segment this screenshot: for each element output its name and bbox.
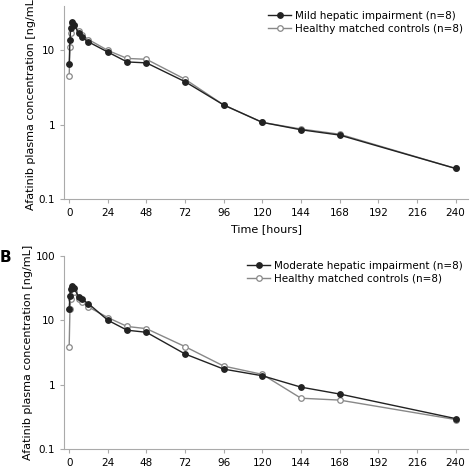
Healthy matched controls (n=8) [68, 30, 73, 36]
Healthy matched controls (n=8) [221, 102, 227, 108]
Healthy matched controls (n=8) [144, 326, 149, 331]
Moderate hepatic impairment (n=8) [221, 366, 227, 372]
Y-axis label: Afatinib plasma concentration [ng/mL]: Afatinib plasma concentration [ng/mL] [23, 245, 33, 460]
Healthy matched controls (n=8) [67, 306, 73, 312]
X-axis label: Time [hours]: Time [hours] [231, 224, 302, 234]
Legend: Mild hepatic impairment (n=8), Healthy matched controls (n=8): Mild hepatic impairment (n=8), Healthy m… [264, 7, 467, 38]
Healthy matched controls (n=8) [298, 395, 304, 401]
Healthy matched controls (n=8) [71, 290, 77, 295]
Line: Healthy matched controls (n=8): Healthy matched controls (n=8) [66, 21, 458, 171]
Healthy matched controls (n=8) [182, 76, 188, 82]
Y-axis label: Afatinib plasma concentration [ng/mL]: Afatinib plasma concentration [ng/mL] [26, 0, 36, 210]
Healthy matched controls (n=8) [337, 131, 343, 137]
Healthy matched controls (n=8) [298, 126, 304, 132]
Healthy matched controls (n=8) [453, 417, 458, 422]
Mild hepatic impairment (n=8) [221, 102, 227, 108]
Line: Moderate hepatic impairment (n=8): Moderate hepatic impairment (n=8) [66, 283, 458, 421]
Healthy matched controls (n=8) [76, 28, 82, 34]
Mild hepatic impairment (n=8) [105, 49, 110, 55]
Moderate hepatic impairment (n=8) [71, 286, 77, 292]
Moderate hepatic impairment (n=8) [86, 301, 91, 307]
Moderate hepatic impairment (n=8) [105, 318, 110, 323]
Moderate hepatic impairment (n=8) [144, 329, 149, 335]
Moderate hepatic impairment (n=8) [124, 328, 130, 333]
Mild hepatic impairment (n=8) [260, 119, 265, 125]
Line: Mild hepatic impairment (n=8): Mild hepatic impairment (n=8) [66, 19, 458, 171]
Mild hepatic impairment (n=8) [66, 62, 72, 67]
Legend: Moderate hepatic impairment (n=8), Healthy matched controls (n=8): Moderate hepatic impairment (n=8), Healt… [243, 256, 467, 288]
Moderate hepatic impairment (n=8) [337, 391, 343, 397]
Healthy matched controls (n=8) [70, 290, 75, 295]
Moderate hepatic impairment (n=8) [298, 384, 304, 390]
Moderate hepatic impairment (n=8) [260, 373, 265, 379]
Moderate hepatic impairment (n=8) [70, 283, 75, 289]
Healthy matched controls (n=8) [124, 324, 130, 329]
Moderate hepatic impairment (n=8) [453, 416, 458, 421]
Mild hepatic impairment (n=8) [86, 39, 91, 45]
Mild hepatic impairment (n=8) [144, 60, 149, 66]
Mild hepatic impairment (n=8) [71, 22, 77, 28]
Text: B: B [0, 250, 11, 265]
Moderate hepatic impairment (n=8) [79, 297, 85, 302]
Moderate hepatic impairment (n=8) [67, 293, 73, 299]
Mild hepatic impairment (n=8) [68, 25, 73, 31]
Healthy matched controls (n=8) [337, 397, 343, 403]
Healthy matched controls (n=8) [66, 73, 72, 79]
Mild hepatic impairment (n=8) [124, 59, 130, 65]
Healthy matched controls (n=8) [453, 165, 458, 171]
Mild hepatic impairment (n=8) [76, 30, 82, 36]
Healthy matched controls (n=8) [260, 372, 265, 377]
Healthy matched controls (n=8) [260, 119, 265, 125]
Healthy matched controls (n=8) [79, 32, 85, 38]
Healthy matched controls (n=8) [144, 56, 149, 62]
Healthy matched controls (n=8) [70, 20, 75, 26]
Line: Healthy matched controls (n=8): Healthy matched controls (n=8) [66, 290, 458, 422]
Healthy matched controls (n=8) [182, 344, 188, 349]
Mild hepatic impairment (n=8) [298, 127, 304, 133]
Healthy matched controls (n=8) [105, 47, 110, 53]
Mild hepatic impairment (n=8) [337, 132, 343, 138]
Mild hepatic impairment (n=8) [453, 165, 458, 171]
Moderate hepatic impairment (n=8) [182, 351, 188, 357]
Mild hepatic impairment (n=8) [67, 36, 73, 42]
Healthy matched controls (n=8) [66, 345, 72, 350]
Moderate hepatic impairment (n=8) [76, 294, 82, 300]
Moderate hepatic impairment (n=8) [66, 306, 72, 312]
Healthy matched controls (n=8) [124, 55, 130, 61]
Mild hepatic impairment (n=8) [182, 79, 188, 84]
Healthy matched controls (n=8) [105, 315, 110, 320]
Healthy matched controls (n=8) [67, 45, 73, 50]
Healthy matched controls (n=8) [76, 297, 82, 302]
Healthy matched controls (n=8) [71, 22, 77, 28]
Moderate hepatic impairment (n=8) [68, 287, 73, 292]
Healthy matched controls (n=8) [86, 36, 91, 42]
Mild hepatic impairment (n=8) [70, 19, 75, 25]
Healthy matched controls (n=8) [68, 297, 73, 302]
Healthy matched controls (n=8) [221, 363, 227, 369]
Healthy matched controls (n=8) [79, 300, 85, 305]
Mild hepatic impairment (n=8) [79, 35, 85, 40]
Healthy matched controls (n=8) [86, 304, 91, 310]
